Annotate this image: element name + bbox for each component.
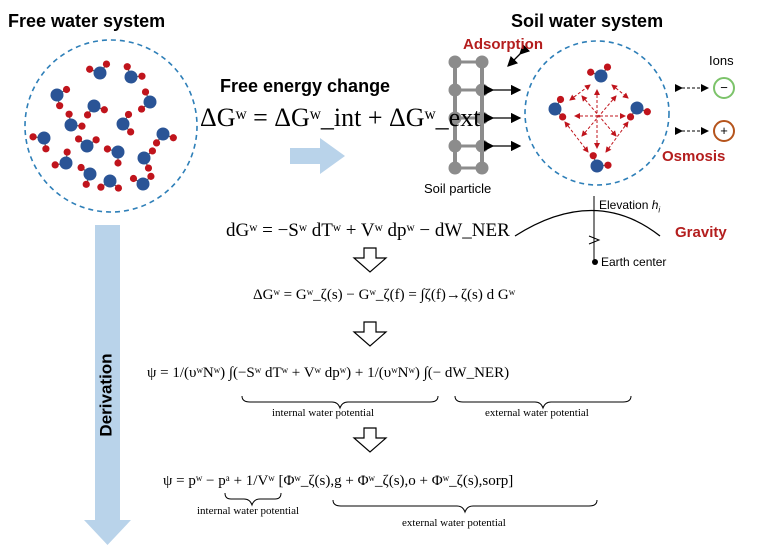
water-molecule (86, 60, 111, 80)
derivation-label-box: Derivation (92, 335, 122, 455)
particle-node (475, 55, 489, 69)
equation-dg: dGʷ = −Sʷ dTʷ + Vʷ dpʷ − dW_NER (226, 220, 510, 242)
brace-internal-1 (241, 395, 439, 410)
interaction-arrow (581, 95, 617, 137)
water-molecule (97, 174, 123, 192)
brace-external-1 (454, 395, 632, 410)
elevation-label: Elevation hi (599, 198, 660, 214)
interaction-arrow (611, 84, 629, 99)
water-molecule (123, 63, 146, 84)
elevation-text: Elevation (599, 198, 649, 212)
particle-node (475, 83, 489, 97)
equation-psi-2: ψ = pʷ − pᵃ + 1/Vʷ [Φʷ_ζ(s),g + Φʷ_ζ(s),… (163, 473, 513, 490)
particle-node (448, 55, 462, 69)
particle-node (448, 83, 462, 97)
gravity-label: Gravity (675, 224, 727, 241)
brace-label-external-1: external water potential (485, 407, 589, 419)
ion-positive-sign: + (720, 123, 728, 138)
interaction-arrow (605, 121, 629, 153)
water-molecule (29, 131, 51, 153)
water-molecule (626, 101, 651, 121)
equation-integral-text: ΔGʷ = Gʷ_ζ(s) − Gʷ_ζ(f) = ∫ζ(f)→ζ(s) d G… (253, 287, 516, 303)
equation-psi-1: ψ = 1/(υʷNʷ) ∫(−Sʷ dTʷ + Vʷ dpʷ) + 1/(υʷ… (147, 365, 509, 382)
earth-center-label: Earth center (601, 255, 667, 269)
water-molecule (103, 145, 125, 167)
transition-arrow (290, 138, 345, 174)
water-molecule (74, 135, 100, 153)
particle-node (448, 111, 462, 125)
water-molecule (587, 63, 612, 83)
free-water-circle (24, 39, 198, 213)
negative-ion-icon (713, 77, 735, 99)
equation-psi-2-text: ψ = pʷ − pᵃ + 1/Vʷ [Φʷ_ζ(s),g + Φʷ_ζ(s),… (163, 473, 514, 489)
water-molecule (83, 99, 108, 119)
brace-internal-2 (224, 492, 282, 507)
interaction-arrow (564, 121, 589, 153)
soil-water-title: Soil water system (511, 11, 664, 31)
derivation-label: Derivation (97, 353, 117, 437)
step-arrow-3 (352, 427, 388, 453)
derivation-arrow (84, 225, 131, 545)
soil-particle (448, 55, 489, 175)
earth-surface-arc (514, 210, 661, 237)
equation-dg-text: dGʷ = −Sʷ dTʷ + Vʷ dpʷ − dW_NER (226, 220, 510, 241)
equation-integral: ΔGʷ = Gʷ_ζ(s) − Gʷ_ζ(f) = ∫ζ(f)→ζ(s) d G… (253, 287, 515, 304)
water-molecule (589, 152, 612, 173)
equation-delta-g: ΔGʷ = ΔGʷ_int + ΔGʷ_ext (200, 103, 480, 133)
water-molecule (77, 163, 97, 188)
osmosis-label: Osmosis (662, 148, 726, 165)
water-molecule (548, 95, 567, 121)
step-arrow-1 (352, 247, 388, 273)
particle-node (448, 161, 462, 175)
water-molecule (129, 172, 155, 191)
soil-water-circle (524, 40, 670, 186)
brace-label-external-2: external water potential (402, 517, 506, 529)
brace-external-2 (332, 499, 598, 514)
water-molecule (50, 85, 71, 110)
water-molecule (51, 148, 73, 170)
ion-negative-sign: − (720, 80, 728, 95)
soil-water-molecules (548, 63, 651, 173)
interaction-arrow (569, 84, 591, 101)
free-water-molecules (29, 60, 177, 192)
water-molecule (137, 88, 157, 113)
brace-label-internal-2: internal water potential (197, 505, 300, 517)
elevation-subscript: i (658, 205, 661, 215)
water-molecule (152, 127, 177, 147)
adsorption-label: Adsorption (463, 36, 543, 53)
particle-node (475, 161, 489, 175)
brace-label-internal-1: internal water potential (272, 407, 375, 419)
water-molecule (116, 110, 135, 136)
equation-psi-1-text: ψ = 1/(υʷNʷ) ∫(−Sʷ dTʷ + Vʷ dpʷ) + 1/(υʷ… (147, 365, 510, 381)
elevation-symbol: h (651, 198, 659, 212)
ions-label: Ions (709, 53, 734, 68)
free-water-title: Free water system (8, 11, 166, 31)
earth-center-dot (592, 259, 598, 265)
step-arrow-2 (352, 321, 388, 347)
positive-ion-icon (713, 120, 735, 142)
soil-particle-label: Soil particle (424, 181, 492, 196)
particle-node (475, 139, 489, 153)
adsorption-arrows (483, 43, 531, 152)
free-energy-title: Free energy change (220, 76, 391, 96)
equation-delta-g-text: ΔGʷ = ΔGʷ_int + ΔGʷ_ext (200, 103, 481, 132)
elevation-break (588, 235, 601, 245)
water-molecule (137, 147, 157, 172)
water-molecule (64, 110, 86, 132)
particle-node (448, 139, 462, 153)
